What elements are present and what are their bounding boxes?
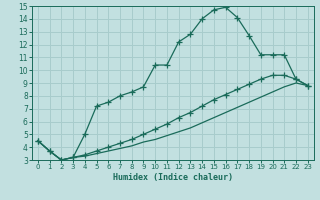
X-axis label: Humidex (Indice chaleur): Humidex (Indice chaleur) [113, 173, 233, 182]
